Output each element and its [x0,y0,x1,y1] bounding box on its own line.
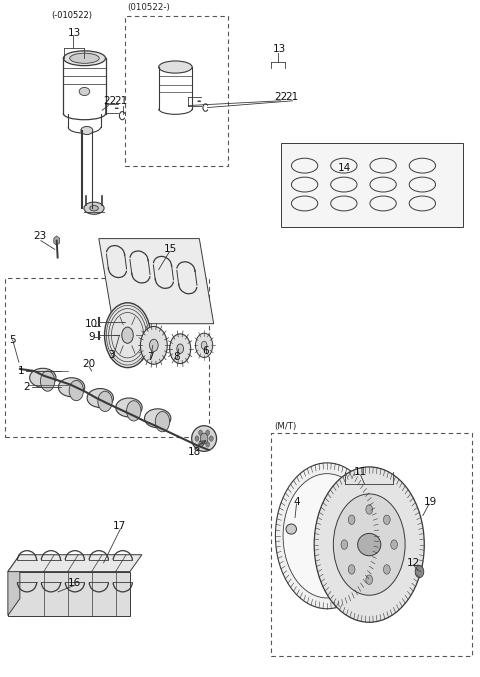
Circle shape [199,430,203,435]
Circle shape [415,565,424,577]
Text: 15: 15 [164,244,177,255]
Circle shape [384,515,390,525]
Ellipse shape [84,202,104,215]
Circle shape [201,341,207,349]
Text: 18: 18 [188,447,201,457]
Ellipse shape [79,87,90,95]
Text: 5: 5 [9,335,16,345]
Circle shape [195,436,199,441]
Ellipse shape [70,53,99,64]
Ellipse shape [87,389,113,408]
Text: 8: 8 [173,353,180,362]
Text: 13: 13 [273,45,286,54]
Text: 13: 13 [68,28,82,39]
Circle shape [69,380,84,401]
Text: 22: 22 [103,96,117,106]
Text: 9: 9 [88,332,95,342]
Text: 1: 1 [17,366,24,376]
Circle shape [206,441,210,447]
Text: 2: 2 [24,383,30,392]
Circle shape [127,401,141,421]
Circle shape [156,412,169,432]
Circle shape [177,344,183,353]
Circle shape [169,334,191,364]
Ellipse shape [81,127,93,135]
Polygon shape [99,238,214,324]
Circle shape [122,327,133,343]
Ellipse shape [192,426,216,452]
Bar [271,433,472,656]
Circle shape [40,371,55,391]
Text: 21: 21 [115,96,128,106]
Text: 19: 19 [424,497,437,507]
Bar [281,143,463,227]
Circle shape [348,515,355,525]
Text: 7: 7 [147,353,153,362]
Circle shape [98,391,112,412]
Circle shape [209,436,213,441]
Text: 21: 21 [285,92,298,102]
Circle shape [200,433,208,444]
Circle shape [276,463,379,609]
Bar [4,278,209,437]
Text: 12: 12 [407,558,420,568]
Text: 4: 4 [293,497,300,507]
Ellipse shape [90,206,98,211]
Circle shape [333,494,405,595]
Polygon shape [8,571,130,615]
Text: (M/T): (M/T) [275,422,297,431]
Polygon shape [8,554,20,615]
Text: 22: 22 [274,92,288,102]
Circle shape [366,505,372,515]
Text: 23: 23 [33,231,47,241]
Ellipse shape [30,368,56,387]
Text: 16: 16 [68,578,82,588]
Circle shape [391,540,397,549]
Circle shape [314,467,424,622]
Circle shape [105,303,151,368]
Ellipse shape [59,378,84,397]
Circle shape [199,441,203,447]
Ellipse shape [158,61,192,73]
Text: 17: 17 [113,521,126,531]
Polygon shape [8,554,142,571]
Ellipse shape [358,533,381,556]
Text: 20: 20 [83,359,96,369]
Text: 14: 14 [338,163,351,173]
Text: (-010522): (-010522) [51,12,92,20]
Text: 10: 10 [85,319,98,329]
Circle shape [195,333,213,357]
Text: 11: 11 [354,467,367,477]
Circle shape [384,565,390,574]
Ellipse shape [144,409,171,428]
Bar [125,16,228,167]
Text: 6: 6 [202,346,209,355]
Ellipse shape [63,51,106,66]
Circle shape [206,430,210,435]
Circle shape [283,474,371,598]
Circle shape [366,575,372,584]
Text: 3: 3 [108,351,115,360]
Circle shape [341,540,348,549]
Ellipse shape [116,398,142,417]
Text: (010522-): (010522-) [128,3,170,12]
Circle shape [150,339,158,351]
Ellipse shape [286,524,297,534]
Circle shape [141,326,167,364]
Circle shape [348,565,355,574]
